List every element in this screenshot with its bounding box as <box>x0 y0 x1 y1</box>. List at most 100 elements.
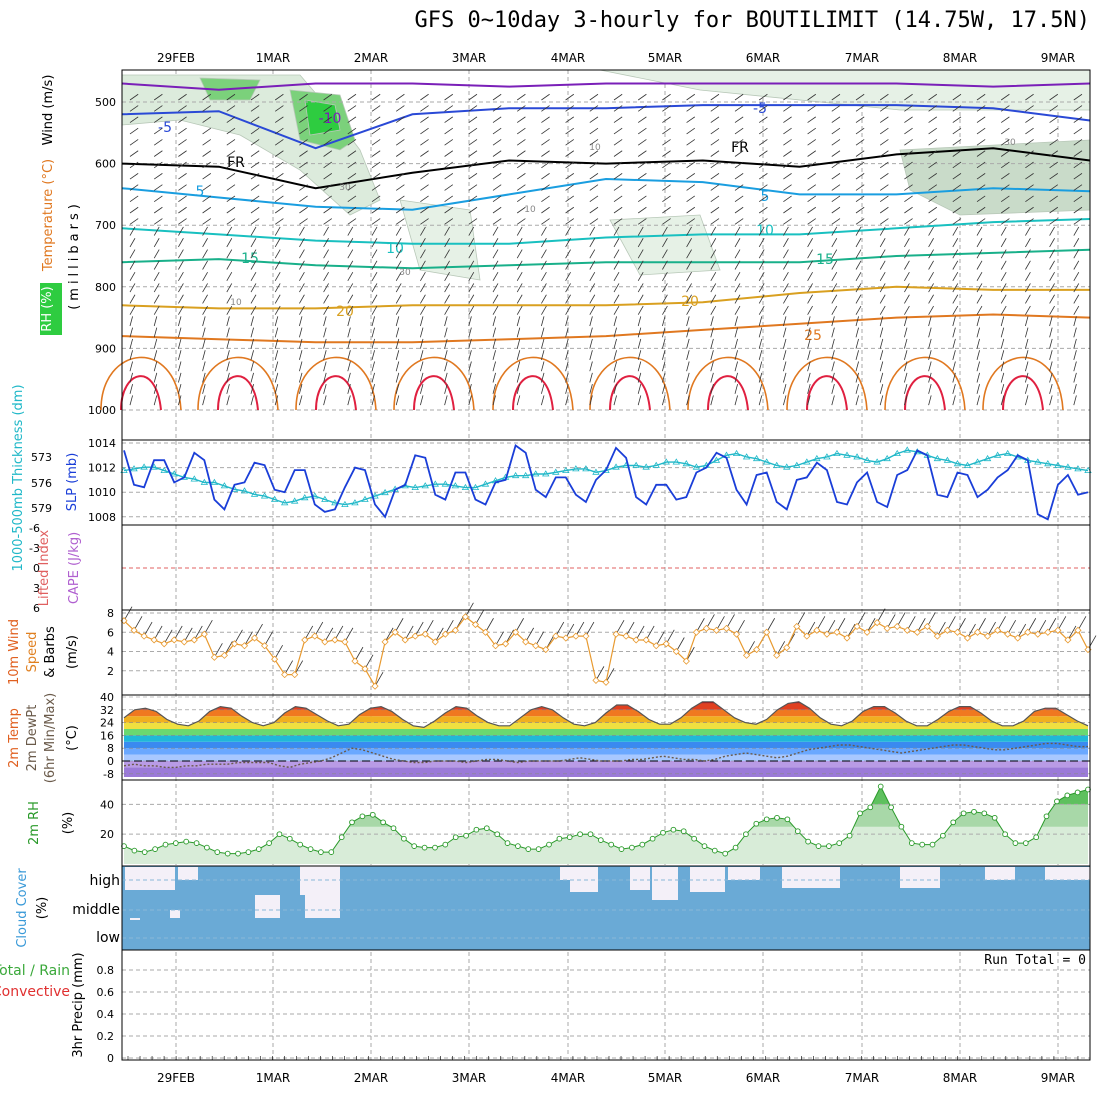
wind-barb <box>976 105 986 112</box>
wind-barb <box>153 161 163 169</box>
wind-barb <box>250 305 257 315</box>
wind-barb <box>371 372 375 383</box>
surface-wind-barb <box>746 641 755 656</box>
wind-barb <box>831 361 835 372</box>
rh-point <box>1012 840 1019 846</box>
wind-barb <box>565 327 569 338</box>
wind-barb <box>613 338 617 349</box>
wind-barb <box>468 105 478 112</box>
wind-barb <box>541 395 545 406</box>
wind-barb <box>178 206 187 214</box>
contour-label: 30 <box>339 183 351 193</box>
wind-speed-point <box>281 671 289 679</box>
wind-barb <box>613 226 620 236</box>
wind-barb <box>129 139 139 146</box>
wind-barb <box>1000 305 1007 315</box>
wind-barb <box>662 105 671 112</box>
wind-barb <box>686 93 696 101</box>
wind-barb <box>1073 249 1080 259</box>
wind-barb <box>274 161 284 169</box>
surface-wind-barb <box>836 618 846 633</box>
surface-wind-barb <box>485 618 494 633</box>
wind-barb <box>1000 271 1007 281</box>
wind-barb <box>153 238 160 248</box>
rh-point <box>577 831 583 838</box>
contour-label: -5 <box>158 120 172 136</box>
wind-barb <box>420 127 429 135</box>
temp-color-band <box>124 754 1088 761</box>
wind-barb <box>758 316 763 327</box>
wind-barb <box>565 226 571 236</box>
wind-barb <box>153 260 160 270</box>
wind-barb <box>371 127 381 135</box>
wind-barb <box>541 361 545 372</box>
wind-barb <box>178 161 187 169</box>
wind-barb <box>637 395 642 406</box>
wind-barb <box>589 338 593 349</box>
temp-band-group <box>124 701 1088 777</box>
wind-barb <box>904 93 913 101</box>
wind-barb <box>686 361 690 372</box>
thickness-point <box>662 458 670 465</box>
surface-wind-barb <box>736 619 745 635</box>
temp-color-band <box>124 767 1088 777</box>
wind-barb <box>928 283 934 293</box>
wind-barb <box>952 127 962 135</box>
wind-barb <box>129 395 133 406</box>
wind-speed-point <box>431 638 439 646</box>
wind-barb <box>928 226 934 236</box>
wind-barb <box>1000 127 1010 135</box>
slp-panel-frame <box>121 439 1091 526</box>
wind-barb <box>783 150 792 157</box>
wind-barb <box>299 305 305 315</box>
wind-barb <box>444 372 448 383</box>
wind-barb <box>686 206 696 214</box>
wind-barb <box>758 238 765 248</box>
wind-barb <box>226 260 233 270</box>
wind-barb <box>1025 226 1031 236</box>
wind-barb <box>202 271 208 281</box>
wind-barb <box>274 139 284 146</box>
wind-barb <box>1049 238 1055 248</box>
cloud-clear-gap <box>305 893 340 918</box>
wind-barb <box>613 218 623 225</box>
cloud-clear-gap <box>630 867 650 890</box>
wind-barb <box>492 271 499 281</box>
wind-barb <box>637 161 647 169</box>
wind-barb <box>613 294 620 304</box>
wind-barb <box>565 105 575 112</box>
wind-barb <box>807 350 811 361</box>
wind-barb <box>904 173 913 180</box>
temp-color-band <box>124 735 1088 742</box>
surface-wind-barb <box>967 623 976 639</box>
wind-barb <box>904 249 910 259</box>
wind-barb <box>662 226 668 236</box>
wind-barb <box>492 173 502 180</box>
wind-barb <box>1073 206 1083 214</box>
thickness-point <box>873 458 881 465</box>
wind-speed-point <box>200 630 208 638</box>
surface-wind-barb <box>414 621 424 637</box>
wind-barb <box>831 384 835 394</box>
wind-barb <box>250 93 260 101</box>
wind-barb <box>395 218 405 225</box>
wind-barb <box>710 93 720 101</box>
surface-wind-barb <box>826 619 836 635</box>
wind-barb <box>153 361 158 372</box>
wind-barb <box>468 283 475 293</box>
wind-barb <box>613 105 623 112</box>
wind-barb <box>783 226 789 236</box>
wind-barb <box>637 93 647 101</box>
isotherm-25-cell <box>687 356 769 411</box>
wind-barb <box>662 338 666 349</box>
wind-barb <box>855 260 862 270</box>
wind-barb <box>541 161 550 169</box>
wind-barb <box>831 184 841 191</box>
wind-barb <box>565 305 571 315</box>
wind-speed-point <box>190 636 198 644</box>
wind-speed-point <box>230 640 239 648</box>
wind-barb <box>323 218 333 225</box>
wind-barb <box>492 338 496 349</box>
wind-barb <box>613 206 623 214</box>
wind-barb <box>589 184 599 191</box>
